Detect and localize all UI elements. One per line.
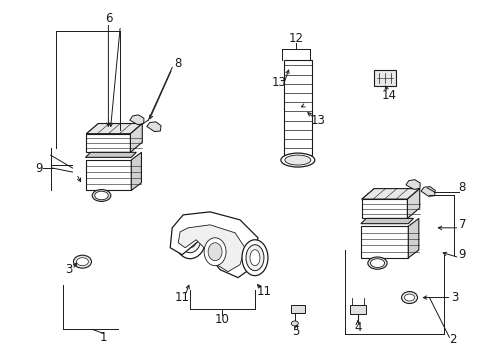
Ellipse shape xyxy=(291,321,298,326)
Polygon shape xyxy=(146,122,161,131)
Ellipse shape xyxy=(249,250,260,266)
Ellipse shape xyxy=(76,258,88,266)
Text: 8: 8 xyxy=(174,57,182,70)
Polygon shape xyxy=(360,226,407,258)
Polygon shape xyxy=(170,212,258,278)
Text: 12: 12 xyxy=(288,32,303,45)
Text: 3: 3 xyxy=(450,291,457,304)
Polygon shape xyxy=(284,60,311,155)
Ellipse shape xyxy=(242,240,267,276)
Text: 13: 13 xyxy=(271,76,286,89)
Text: 1: 1 xyxy=(100,331,107,344)
Polygon shape xyxy=(360,219,413,224)
Polygon shape xyxy=(85,152,136,157)
Text: 13: 13 xyxy=(310,114,325,127)
Text: 6: 6 xyxy=(104,12,112,25)
Polygon shape xyxy=(129,115,143,125)
Polygon shape xyxy=(178,225,244,272)
Ellipse shape xyxy=(203,238,225,266)
Polygon shape xyxy=(407,219,418,258)
Polygon shape xyxy=(290,305,304,314)
Polygon shape xyxy=(361,199,407,219)
Text: 11: 11 xyxy=(174,291,189,304)
Ellipse shape xyxy=(285,155,310,165)
Polygon shape xyxy=(349,305,365,315)
Ellipse shape xyxy=(404,294,414,301)
Polygon shape xyxy=(85,160,131,190)
Text: 7: 7 xyxy=(458,218,465,231)
Ellipse shape xyxy=(208,243,222,261)
Ellipse shape xyxy=(280,153,314,167)
Polygon shape xyxy=(407,189,419,219)
Ellipse shape xyxy=(73,255,91,268)
Text: 3: 3 xyxy=(65,263,72,276)
Text: 9: 9 xyxy=(458,248,465,261)
Text: 9: 9 xyxy=(35,162,42,175)
Ellipse shape xyxy=(174,217,205,259)
Text: 2: 2 xyxy=(448,333,455,346)
Ellipse shape xyxy=(367,257,386,269)
Ellipse shape xyxy=(179,223,201,253)
Ellipse shape xyxy=(245,245,264,271)
Text: 10: 10 xyxy=(214,313,229,326)
Polygon shape xyxy=(420,186,434,196)
Polygon shape xyxy=(131,152,141,190)
Polygon shape xyxy=(361,189,419,199)
Ellipse shape xyxy=(95,191,108,200)
Polygon shape xyxy=(86,123,142,134)
Text: 8: 8 xyxy=(458,181,465,194)
Polygon shape xyxy=(86,134,130,152)
Ellipse shape xyxy=(183,228,197,248)
Text: 4: 4 xyxy=(353,321,361,334)
Text: 11: 11 xyxy=(256,285,271,298)
Polygon shape xyxy=(405,180,419,189)
Polygon shape xyxy=(373,71,395,86)
Polygon shape xyxy=(130,123,142,152)
Ellipse shape xyxy=(370,259,384,267)
Ellipse shape xyxy=(92,190,111,201)
Ellipse shape xyxy=(401,292,417,303)
Text: 14: 14 xyxy=(381,89,396,102)
Text: 5: 5 xyxy=(291,325,299,338)
